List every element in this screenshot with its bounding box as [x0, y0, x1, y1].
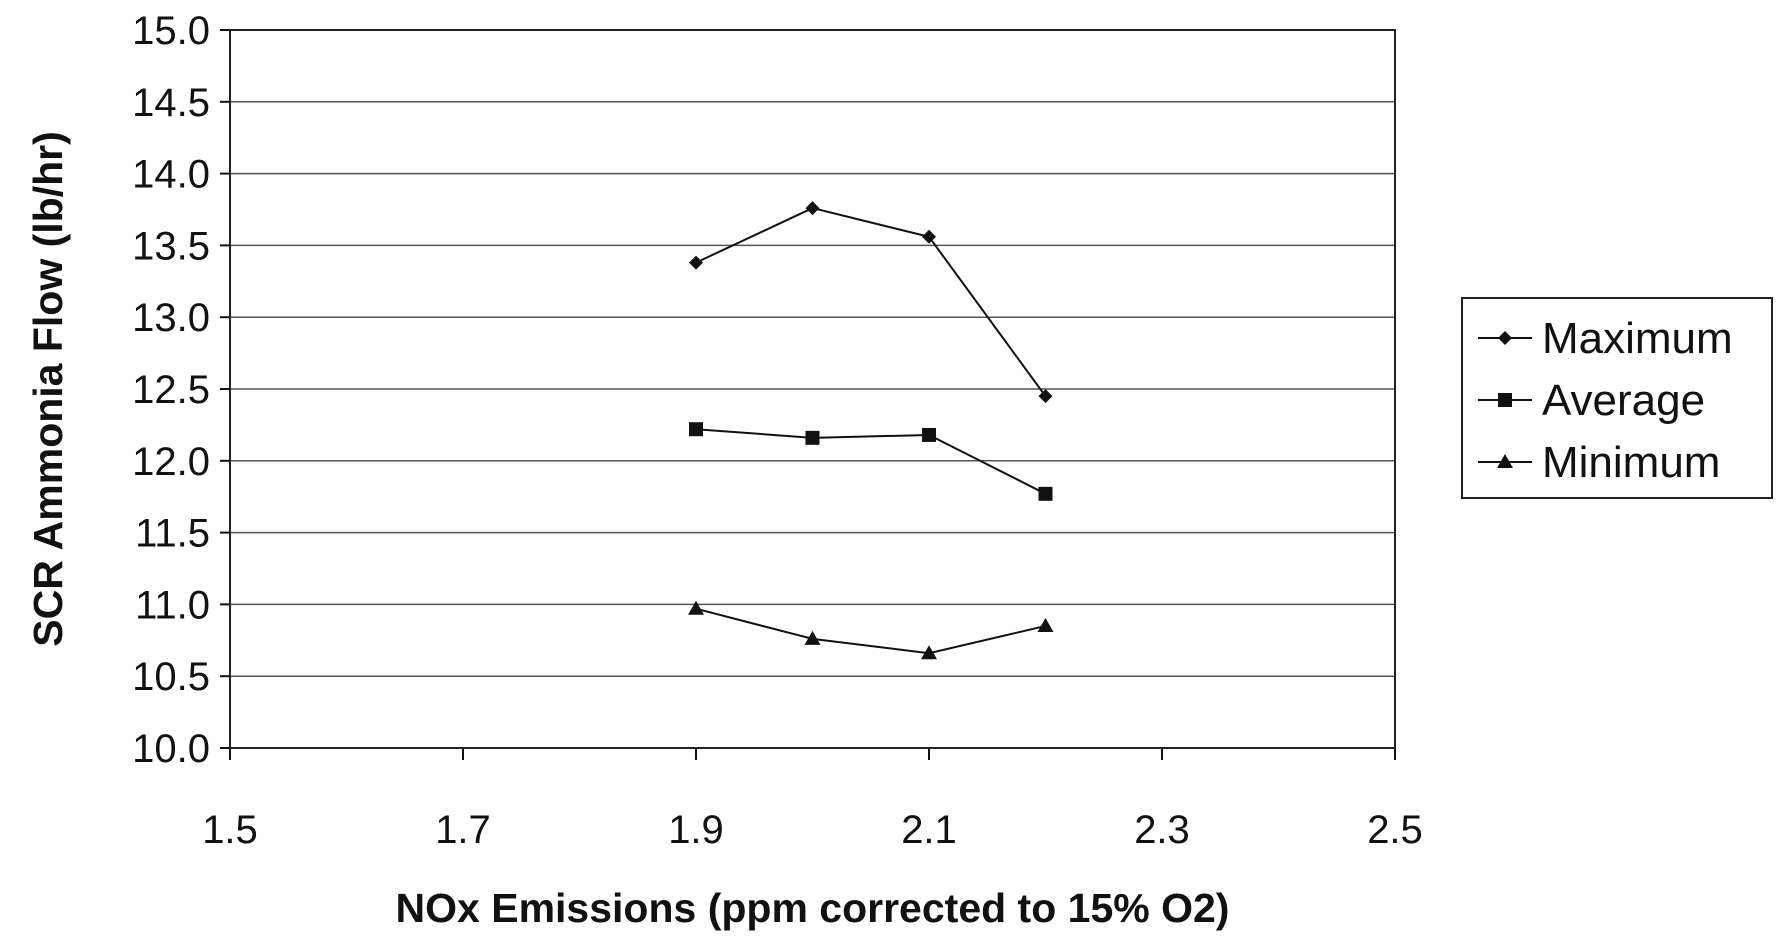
x-tick-label: 1.9: [668, 808, 724, 852]
data-point-minimum: [921, 645, 937, 660]
y-tick-label: 10.0: [132, 727, 210, 771]
data-point-maximum: [1038, 389, 1053, 404]
grid: [230, 29, 1395, 677]
series-line-average: [695, 428, 1046, 495]
y-tick-label: 14.0: [132, 153, 210, 197]
data-point-minimum: [688, 600, 704, 615]
plot-area: [229, 29, 1396, 749]
legend-box: [1461, 297, 1773, 499]
data-point-average: [805, 430, 820, 445]
series-group: [688, 201, 1054, 660]
x-tick-label: 1.5: [202, 808, 258, 852]
legend-marker-minimum: [1497, 454, 1513, 468]
y-tick-label: 12.0: [132, 440, 210, 484]
y-tick-label: 14.5: [132, 81, 210, 125]
y-tick-label: 13.5: [132, 224, 210, 268]
x-tick-label: 2.3: [1134, 808, 1190, 852]
series-line-minimum: [695, 607, 1046, 655]
data-point-minimum: [1037, 617, 1054, 632]
data-point-maximum: [805, 201, 820, 216]
series-line-maximum: [695, 207, 1047, 397]
legend-marker-average: [1498, 393, 1512, 407]
data-point-average: [1038, 486, 1053, 501]
data-point-average: [922, 427, 936, 442]
data-point-maximum: [689, 255, 703, 270]
legend: Maximum Average Minimum: [1461, 297, 1773, 499]
y-tick-label: 10.5: [132, 655, 210, 699]
y-tick-label: 12.5: [132, 368, 210, 412]
data-point-minimum: [804, 630, 821, 645]
legend-label-average: Average: [1542, 376, 1705, 425]
axes: [220, 29, 1396, 760]
y-tick-label: 15.0: [132, 9, 210, 53]
legend-label-minimum: Minimum: [1542, 438, 1720, 487]
y-tick-label: 13.0: [132, 296, 210, 340]
y-axis-title: SCR Ammonia Flow (lb/hr): [25, 131, 71, 647]
x-tick-label: 2.1: [901, 808, 957, 852]
legend-marker-maximum: [1498, 331, 1512, 345]
x-tick-label: 1.7: [435, 808, 491, 852]
data-point-maximum: [922, 229, 936, 244]
y-tick-label: 11.5: [135, 512, 210, 556]
data-point-average: [689, 422, 703, 437]
x-tick-label: 2.5: [1367, 808, 1423, 852]
x-axis-title: NOx Emissions (ppm corrected to 15% O2): [396, 885, 1230, 931]
tick-labels: 10.0 10.5 11.0 11.5 12.0 12.5 13.0 13.5 14.0 14.5…: [132, 9, 1423, 852]
legend-label-maximum: Maximum: [1542, 314, 1733, 363]
y-tick-label: 11.0: [135, 583, 210, 627]
